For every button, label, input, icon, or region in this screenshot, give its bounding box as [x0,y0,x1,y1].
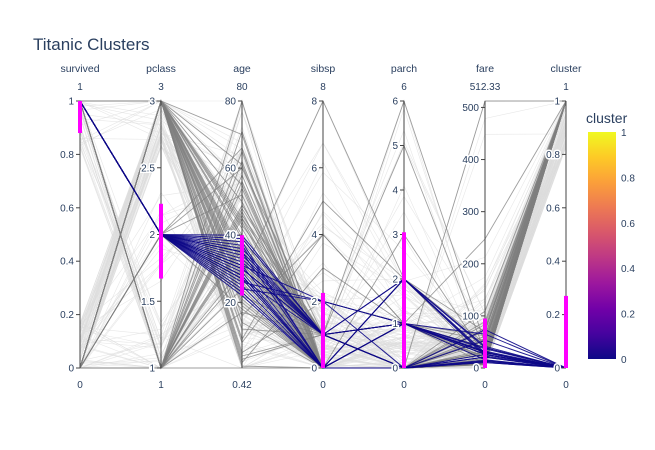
tick-label: 60 [225,164,237,175]
tick-label: 2.5 [141,163,155,174]
tick-label: 0.8 [546,150,560,161]
tick-label: 300 [462,207,479,218]
axis-parch[interactable]: parch 6 00 1 2 3 4 5 6 [391,63,417,391]
tick-label: 0.2 [546,310,560,321]
tick-label: 2 [392,275,398,286]
axis-label: age [233,63,251,75]
axes-layer: survived1000.20.40.60.81pclass3111.522.5… [59,63,582,391]
axis-min-label: 0 [563,380,569,391]
axis-cluster[interactable]: cluster 1 00 0.2 0.4 0.6 0.8 1 [545,63,582,391]
tick-label: 100 [462,311,479,322]
tick-label: 5 [392,141,398,152]
tick-label: 0 [392,364,398,375]
axis-max-label: 80 [236,82,248,93]
tick-label: 0.6 [60,203,74,214]
axis-max-label: 1 [77,82,83,93]
tick-label: 0 [68,364,74,375]
axis-sibsp[interactable]: sibsp 8 00 2 4 6 8 [310,63,336,391]
colorbar-tick-label: 0.2 [621,310,635,321]
selection-range[interactable] [402,232,406,368]
tick-label: 1 [68,97,74,108]
tick-label: 8 [311,97,317,108]
axis-label: pclass [146,63,176,75]
tick-label: 40 [225,231,237,242]
axis-max-label: 512.33 [470,82,501,93]
tick-label: 0.2 [60,310,74,321]
axis-label: sibsp [311,63,336,75]
tick-label: 4 [311,230,317,241]
colorbar-gradient [588,132,616,359]
colorbar-tick-label: 0 [621,355,627,366]
tick-label: 2 [311,297,317,308]
tick-label: 0 [311,364,317,375]
tick-label: 0 [473,364,479,375]
tick-label: 0 [554,364,560,375]
tick-label: 0.6 [546,203,560,214]
colorbar-tick-label: 1 [621,128,627,139]
selection-range[interactable] [78,101,82,134]
tick-label: 2 [149,230,155,241]
axis-max-label: 8 [320,82,326,93]
colorbar-tick-label: 0.4 [621,264,635,275]
axis-min-label: 1 [158,380,164,391]
tick-label: 200 [462,259,479,270]
tick-label: 1 [392,319,398,330]
axis-min-label: 0 [401,380,407,391]
colorbar: cluster 0 0.2 0.4 0.6 0.8 1 [586,110,635,366]
colorbar-tick-label: 0.8 [621,173,635,184]
tick-label: 4 [392,186,398,197]
tick-label: 3 [392,230,398,241]
chart-title: Titanic Clusters [33,35,150,54]
axis-age[interactable]: age 80 0.42 20 40 60 80 [223,63,252,391]
colorbar-title: cluster [586,110,628,126]
selection-range[interactable] [240,235,244,296]
axis-min-label: 0.42 [232,380,252,391]
tick-label: 20 [225,298,237,309]
tick-label: 80 [225,97,237,108]
tick-label: 1 [554,97,560,108]
selection-range[interactable] [321,292,325,368]
tick-label: 0.4 [60,257,74,268]
axis-min-label: 0 [77,380,83,391]
tick-label: 6 [392,97,398,108]
axis-max-label: 1 [563,82,569,93]
tick-label: 6 [311,163,317,174]
axis-max-label: 3 [158,82,164,93]
axis-pclass[interactable]: pclass 3 11 1.5 2 2.5 3 [140,63,176,391]
selection-range[interactable] [564,295,568,368]
axis-fare[interactable]: fare 512.33 00 100 200 300 400 500 [461,63,501,391]
tick-label: 0.8 [60,150,74,161]
axis-label: fare [476,63,494,75]
tick-label: 1.5 [141,297,155,308]
axis-min-label: 0 [482,380,488,391]
selection-range[interactable] [159,203,163,279]
tick-label: 1 [149,364,155,375]
axis-label: survived [60,63,99,75]
axis-survived[interactable]: survived 1 00 0.2 0.4 0.6 0.8 1 [59,63,100,391]
tick-label: 0.4 [546,257,560,268]
tick-label: 500 [462,103,479,114]
axis-max-label: 6 [401,82,407,93]
axis-label: parch [391,63,417,75]
tick-label: 3 [149,97,155,108]
axis-label: cluster [551,63,582,75]
tick-label: 400 [462,155,479,166]
selection-range[interactable] [483,318,487,368]
colorbar-tick-label: 0.6 [621,219,635,230]
axis-min-label: 0 [320,380,326,391]
